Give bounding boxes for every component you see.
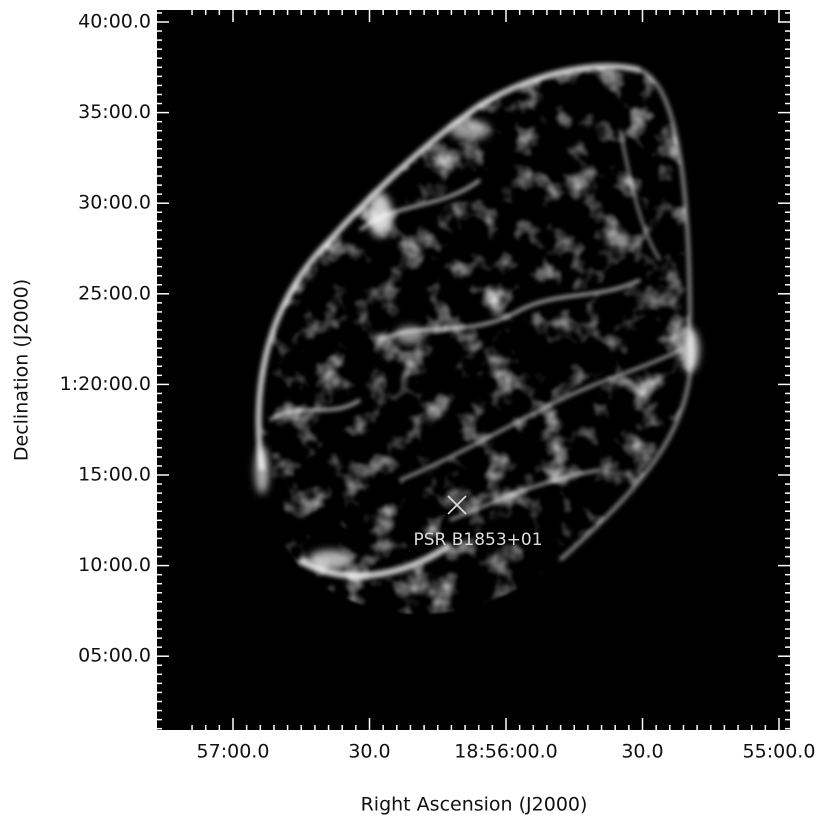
y-axis-label: Declination (J2000) [11,279,33,461]
nebula [255,63,699,615]
y-tick-label: 30:00.0 [78,192,151,214]
y-tick-label: 1:20:00.0 [60,373,151,395]
x-tick-label: 55:00.0 [743,741,816,763]
x-axis-label: Right Ascension (J2000) [361,794,588,816]
y-tick-label: 25:00.0 [78,282,151,304]
y-tick-label: 40:00.0 [78,11,151,33]
y-tick-label: 10:00.0 [78,554,151,576]
axis-ticks [157,10,790,730]
pulsar-marker [447,495,467,515]
x-tick-label: 57:00.0 [197,741,270,763]
x-tick-label: 30.0 [621,741,663,763]
y-tick-label: 05:00.0 [78,645,151,667]
annotation: PSR B1853+01 [413,530,542,550]
y-tick-label: 35:00.0 [78,101,151,123]
y-tick-label: 15:00.0 [78,464,151,486]
x-tick-label: 30.0 [348,741,390,763]
x-tick-label: 18:56:00.0 [454,741,557,763]
